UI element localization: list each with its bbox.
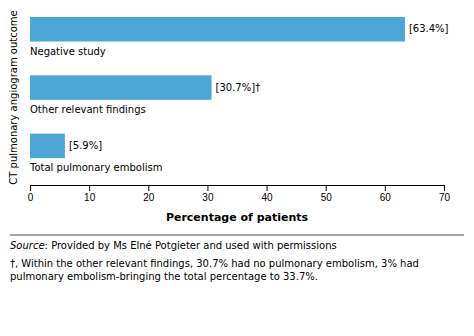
x-tick-label: 40 [262,192,274,203]
x-tick-mark [89,185,90,191]
x-tick-label: 30 [202,192,214,203]
separator [10,235,464,236]
x-axis-line [31,186,445,192]
x-axis-title: Percentage of patients [166,211,309,224]
bar [30,17,405,42]
footnote-line: †, Within the other relevant findings, 3… [10,258,419,269]
x-tick-label: 20 [143,192,155,203]
category-label: Total pulmonary embolism [29,162,162,173]
x-tick-mark [267,185,268,191]
x-tick-mark [30,185,31,191]
bar [30,134,65,159]
x-tick: 20 [143,185,155,203]
x-tick-mark [444,185,445,191]
x-tick-mark [326,185,327,191]
source-text: : Provided by Ms Elné Potgieter and used… [45,240,337,251]
x-tick-label: 60 [380,192,392,203]
chart: [63.4%] [30.7%]† [5.9%] Negative study Other… [0,0,474,336]
value-labels: [63.4%] [30.7%]† [5.9%] [69,23,449,151]
plot-area: [63.4%] [30.7%]† [5.9%] Negative study Other… [28,17,451,203]
category-labels: Negative study Other relevant findings Tot… [29,46,162,174]
x-tick-mark [385,185,386,191]
x-tick: 60 [380,185,392,203]
footnote-line: pulmonary embolism-bringing the total pe… [10,271,318,282]
value-label: [5.9%] [69,140,102,151]
x-tick-label: 50 [321,192,333,203]
value-label: [30.7%]† [216,82,261,93]
x-tick-label: 10 [84,192,96,203]
x-axis: 0 10 20 30 40 50 60 70 [28,185,451,203]
x-tick: 30 [202,185,214,203]
value-label: [63.4%] [409,23,449,34]
x-tick-label: 0 [28,192,34,203]
x-tick: 50 [321,185,333,203]
source-label: Source [10,240,45,251]
bars [30,17,405,158]
x-tick: 70 [439,185,451,203]
x-tick-mark [207,185,208,191]
x-tick-label: 70 [439,192,451,203]
x-tick: 40 [262,185,274,203]
x-tick: 0 [28,185,34,203]
footnote: †, Within the other relevant findings, 3… [10,258,419,282]
bar [30,75,212,100]
x-tick: 10 [84,185,96,203]
x-tick-mark [148,185,149,191]
category-label: Negative study [30,46,106,57]
y-axis-title: CT pulmonary angiogram outcome [8,10,19,184]
category-label: Other relevant findings [30,104,146,115]
